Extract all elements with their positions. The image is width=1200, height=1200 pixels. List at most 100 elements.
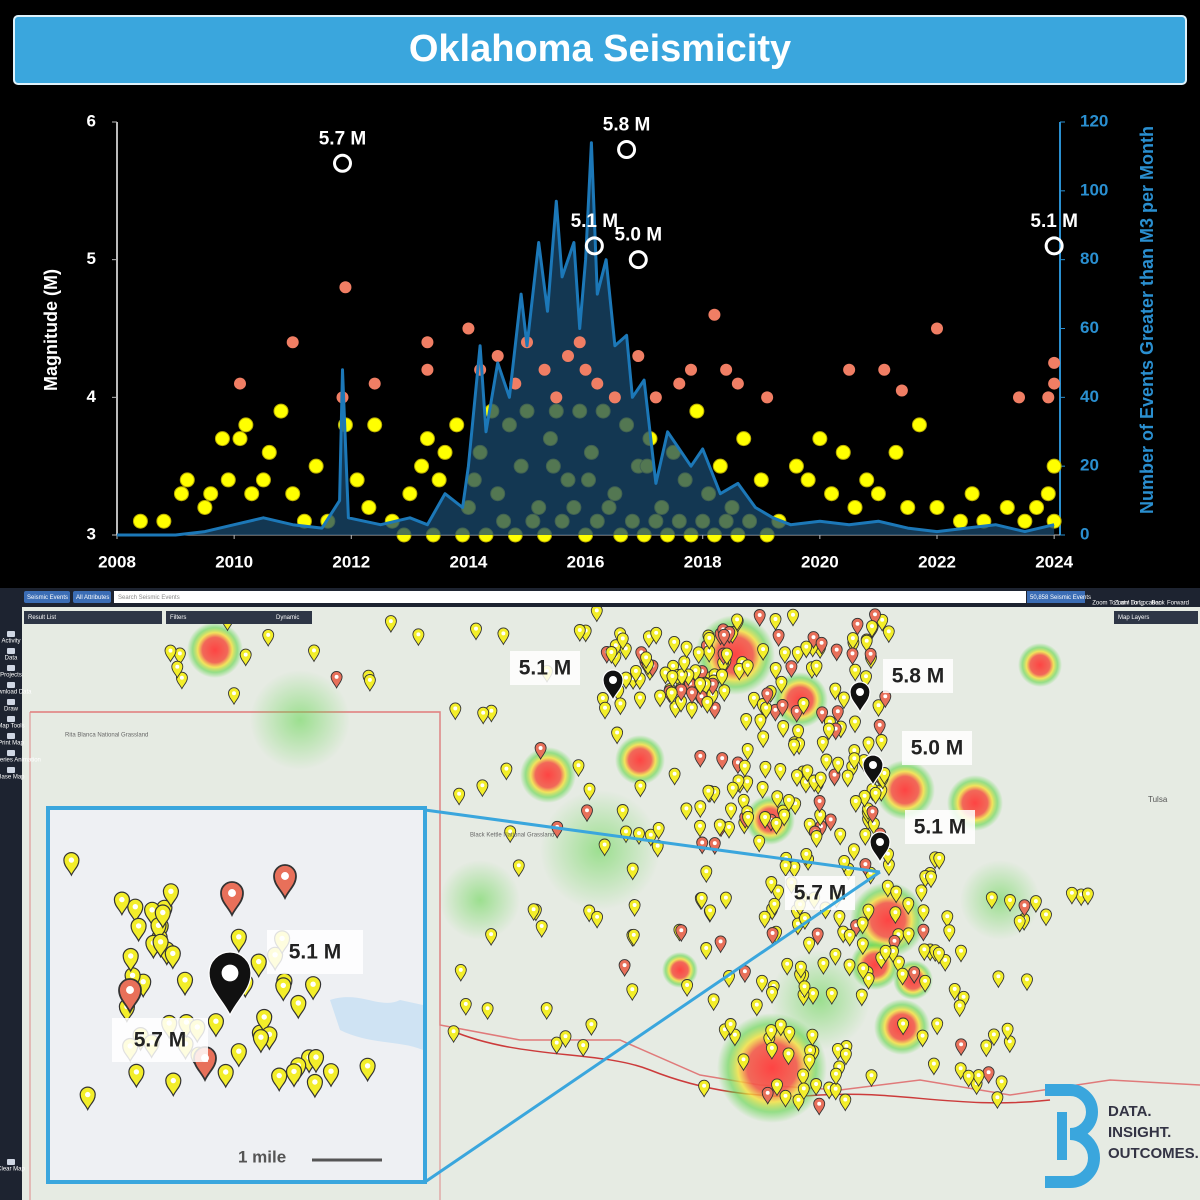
pin[interactable] (919, 974, 932, 993)
pin[interactable] (955, 1038, 968, 1057)
pin[interactable] (766, 927, 779, 945)
pin[interactable] (598, 838, 611, 857)
pin[interactable] (127, 898, 144, 924)
pin[interactable] (714, 935, 727, 954)
pin[interactable] (932, 946, 945, 965)
pin[interactable] (785, 660, 798, 679)
pin[interactable] (175, 671, 188, 690)
pin[interactable] (766, 986, 778, 1004)
pin[interactable] (846, 647, 859, 666)
pin[interactable] (726, 781, 739, 800)
pin[interactable] (535, 920, 548, 938)
pin[interactable] (668, 636, 681, 654)
pin[interactable] (962, 1069, 975, 1088)
pin[interactable] (363, 674, 376, 692)
pin[interactable] (761, 1086, 774, 1105)
pin[interactable] (718, 684, 731, 703)
pin[interactable] (759, 760, 772, 779)
pin[interactable] (987, 1028, 1000, 1047)
pin[interactable] (285, 1063, 303, 1088)
pin[interactable] (741, 743, 754, 761)
pin[interactable] (628, 899, 641, 917)
pin[interactable] (779, 1089, 792, 1108)
pin[interactable] (948, 983, 961, 1001)
pin[interactable] (813, 795, 826, 813)
pin[interactable] (250, 953, 267, 978)
pin[interactable] (454, 964, 467, 982)
pin[interactable] (757, 730, 770, 749)
pin[interactable] (701, 696, 714, 714)
pin[interactable] (897, 1017, 910, 1036)
pin[interactable] (753, 609, 766, 627)
major-pin[interactable] (869, 831, 891, 864)
sidebar-icon[interactable] (7, 682, 15, 688)
pin[interactable] (559, 1030, 572, 1049)
pin[interactable] (770, 817, 783, 835)
pin[interactable] (991, 1091, 1004, 1110)
pin[interactable] (866, 620, 878, 639)
pin[interactable] (788, 738, 800, 757)
sidebar-icon[interactable] (7, 665, 15, 671)
pin[interactable] (1081, 887, 1094, 906)
pin[interactable] (164, 644, 177, 663)
pin[interactable] (330, 671, 343, 689)
pin[interactable] (775, 675, 788, 694)
pin[interactable] (833, 910, 846, 928)
pin[interactable] (694, 800, 707, 819)
pin[interactable] (941, 910, 954, 929)
pin[interactable] (322, 1063, 340, 1088)
pin[interactable] (128, 1063, 145, 1089)
sidebar-icon[interactable] (7, 767, 15, 773)
pin[interactable] (765, 1042, 778, 1060)
filters-panel[interactable] (166, 611, 312, 624)
pin[interactable] (702, 784, 715, 803)
pin[interactable] (1004, 894, 1016, 912)
pin[interactable] (864, 647, 877, 666)
pin[interactable] (686, 686, 698, 705)
pin[interactable] (769, 662, 782, 680)
pin[interactable] (230, 1043, 247, 1068)
pin[interactable] (290, 994, 307, 1020)
pin[interactable] (800, 848, 813, 866)
pin[interactable] (713, 818, 726, 837)
pin[interactable] (783, 1025, 796, 1044)
pin[interactable] (1013, 914, 1026, 933)
pin[interactable] (758, 910, 771, 929)
pin[interactable] (666, 670, 679, 688)
pin[interactable] (252, 1029, 269, 1054)
pin[interactable] (869, 786, 882, 805)
pin[interactable] (927, 1057, 940, 1076)
pin[interactable] (577, 1039, 590, 1058)
pin[interactable] (839, 1093, 852, 1112)
pin[interactable] (862, 903, 875, 922)
pin[interactable] (772, 629, 785, 647)
pin[interactable] (718, 628, 730, 647)
pin[interactable] (228, 687, 240, 706)
pin[interactable] (750, 998, 763, 1017)
pin[interactable] (792, 724, 805, 743)
pin[interactable] (792, 1093, 805, 1112)
pin[interactable] (830, 643, 843, 662)
pin[interactable] (527, 903, 540, 922)
pin[interactable] (828, 768, 841, 787)
attribute-select[interactable] (73, 591, 111, 603)
major-pin[interactable] (602, 669, 624, 702)
pin[interactable] (583, 782, 596, 801)
pin[interactable] (918, 943, 931, 962)
pin[interactable] (737, 793, 750, 812)
pin[interactable] (629, 665, 642, 683)
pin[interactable] (857, 962, 870, 981)
pin[interactable] (953, 999, 966, 1018)
pin[interactable] (171, 660, 184, 679)
pin[interactable] (757, 643, 770, 662)
pin[interactable] (917, 923, 930, 942)
pin[interactable] (79, 1086, 96, 1111)
pin[interactable] (933, 852, 946, 870)
pin[interactable] (704, 904, 717, 923)
pin[interactable] (810, 830, 823, 848)
pin[interactable] (695, 892, 708, 910)
pin[interactable] (220, 881, 244, 917)
pin[interactable] (797, 697, 810, 715)
pin[interactable] (931, 1017, 944, 1036)
pin[interactable] (841, 769, 854, 788)
